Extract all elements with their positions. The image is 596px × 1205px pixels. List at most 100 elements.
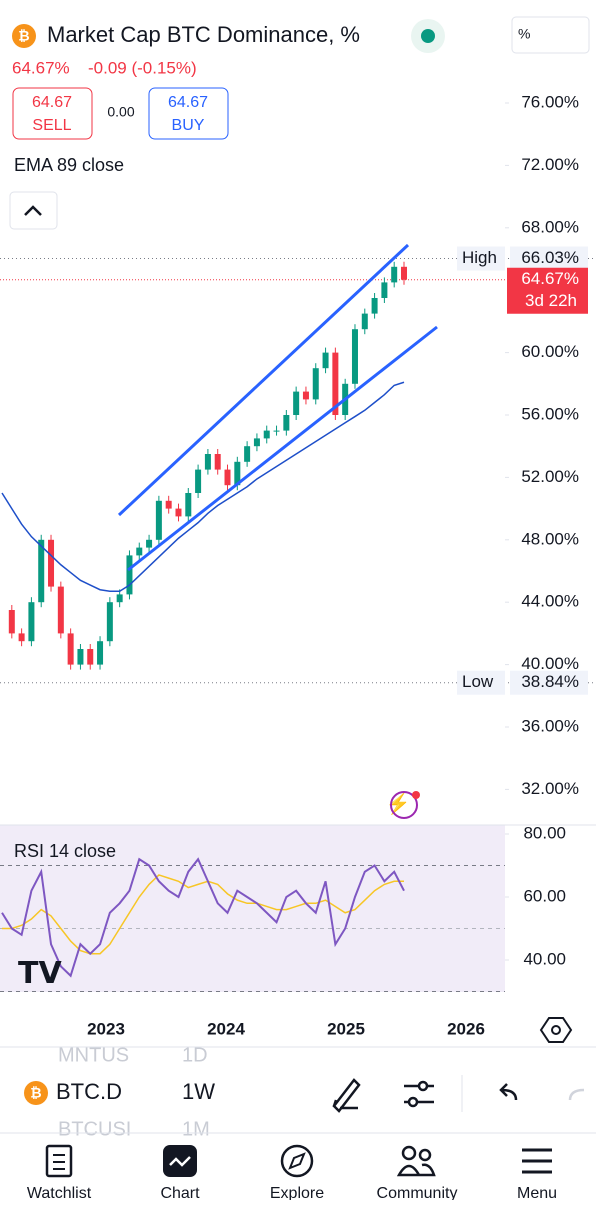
- buy-price[interactable]: 64.67: [168, 94, 208, 111]
- channel-bottom: [127, 325, 438, 572]
- buy-label[interactable]: BUY: [172, 117, 205, 134]
- draw-icon[interactable]: [332, 1078, 361, 1113]
- current-tag: [507, 267, 588, 314]
- indicators-knob[interactable]: [407, 1096, 419, 1108]
- candle: [322, 352, 329, 369]
- sell-label[interactable]: SELL: [32, 117, 71, 134]
- prev-symbol: MNTUS: [58, 1044, 129, 1066]
- candle: [214, 454, 221, 470]
- candle: [371, 298, 378, 314]
- high-value-tag: [510, 246, 588, 271]
- lightning-ring[interactable]: [390, 791, 418, 819]
- candle: [97, 641, 104, 665]
- settings-icon[interactable]: [539, 1017, 573, 1043]
- channel-top: [117, 243, 410, 517]
- time-tick-label: 2026: [447, 1019, 485, 1038]
- time-tick-label: 2024: [207, 1019, 245, 1038]
- sell-price[interactable]: 64.67: [32, 94, 72, 111]
- rsi-ma-line: [2, 874, 404, 955]
- nav-label[interactable]: Community: [377, 1185, 458, 1202]
- low-value: 38.84%: [521, 672, 579, 691]
- collapse-icon[interactable]: [24, 205, 42, 216]
- candle: [18, 633, 25, 642]
- price-tick-label: 72.00%: [521, 155, 579, 174]
- candle: [351, 329, 358, 384]
- price-tick-label: 44.00%: [521, 592, 579, 611]
- candle: [87, 649, 94, 665]
- candle: [195, 469, 202, 493]
- explore-icon[interactable]: [280, 1144, 314, 1178]
- unit-button-label[interactable]: %: [518, 26, 530, 42]
- spread: 0.00: [107, 104, 134, 120]
- tv-logo: 𝗧𝗩: [18, 957, 62, 990]
- current-countdown: 3d 22h: [525, 291, 577, 310]
- buy-button[interactable]: [148, 87, 229, 140]
- candle: [332, 352, 339, 415]
- last-price: 64.67%: [12, 58, 70, 77]
- price-tick-label: 32.00%: [521, 779, 579, 798]
- high-tag: [457, 246, 505, 271]
- chart-icon-line[interactable]: [169, 1156, 191, 1167]
- high-value: 66.03%: [521, 248, 579, 267]
- price-tick-label: 40.00%: [521, 654, 579, 673]
- alert-dot: [412, 791, 420, 799]
- candle: [136, 547, 143, 556]
- watchlist-icon[interactable]: [45, 1144, 73, 1178]
- nav-label[interactable]: Menu: [517, 1185, 557, 1202]
- indicators-knob[interactable]: [417, 1080, 429, 1092]
- candle: [146, 539, 153, 548]
- candle: [126, 555, 133, 595]
- symbol[interactable]: BTC.D: [56, 1079, 122, 1104]
- nav-label[interactable]: Watchlist: [27, 1185, 92, 1202]
- candle: [273, 430, 280, 432]
- current-value: 64.67%: [521, 269, 579, 288]
- community-body[interactable]: [396, 1163, 436, 1177]
- watchlist-icon-lines[interactable]: [53, 1154, 65, 1170]
- price-tick-label: 68.00%: [521, 217, 579, 236]
- candle: [28, 602, 35, 642]
- rsi-band: [0, 825, 505, 992]
- community-icon[interactable]: [401, 1145, 417, 1161]
- ema-line: [1, 381, 405, 593]
- undo-icon[interactable]: [499, 1083, 518, 1101]
- rsi-label: RSI 14 close: [14, 841, 116, 861]
- prev-interval: 1D: [182, 1044, 208, 1066]
- lightning-icon[interactable]: ⚡: [386, 791, 411, 815]
- price-tick-label: 48.00%: [521, 529, 579, 548]
- price-tick-label: 36.00%: [521, 716, 579, 735]
- explore-needle[interactable]: [288, 1152, 306, 1170]
- settings-icon-center[interactable]: [551, 1025, 561, 1035]
- price-tick-label: 52.00%: [521, 467, 579, 486]
- sell-button[interactable]: [12, 87, 93, 140]
- btc-icon: [12, 24, 36, 48]
- candle: [253, 438, 260, 447]
- high-label: High: [462, 248, 497, 267]
- candle: [302, 391, 309, 400]
- next-interval: 1M: [182, 1118, 210, 1140]
- menu-icon[interactable]: [522, 1148, 552, 1174]
- candle: [48, 539, 55, 587]
- candle: [185, 493, 192, 517]
- unit-button[interactable]: [511, 16, 590, 54]
- time-tick-label: 2025: [327, 1019, 365, 1038]
- indicator-label: EMA 89 close: [14, 155, 124, 175]
- low-value-tag: [510, 670, 588, 695]
- nav-label[interactable]: Chart: [160, 1185, 200, 1202]
- candle: [263, 430, 270, 439]
- candle: [391, 266, 398, 283]
- chart-icon[interactable]: [163, 1145, 197, 1177]
- time-tick-label: 2023: [87, 1019, 125, 1038]
- candle: [283, 415, 290, 431]
- status-dot: [421, 29, 435, 43]
- community-icon[interactable]: [418, 1148, 432, 1162]
- candle: [155, 500, 162, 540]
- nav-label[interactable]: Explore: [270, 1185, 324, 1202]
- candle: [175, 508, 182, 517]
- rsi-line: [1, 857, 405, 978]
- price-tick-label: 56.00%: [521, 404, 579, 423]
- collapse-button[interactable]: [9, 191, 58, 230]
- low-label: Low: [462, 672, 494, 691]
- candle: [77, 649, 84, 665]
- interval[interactable]: 1W: [182, 1079, 215, 1104]
